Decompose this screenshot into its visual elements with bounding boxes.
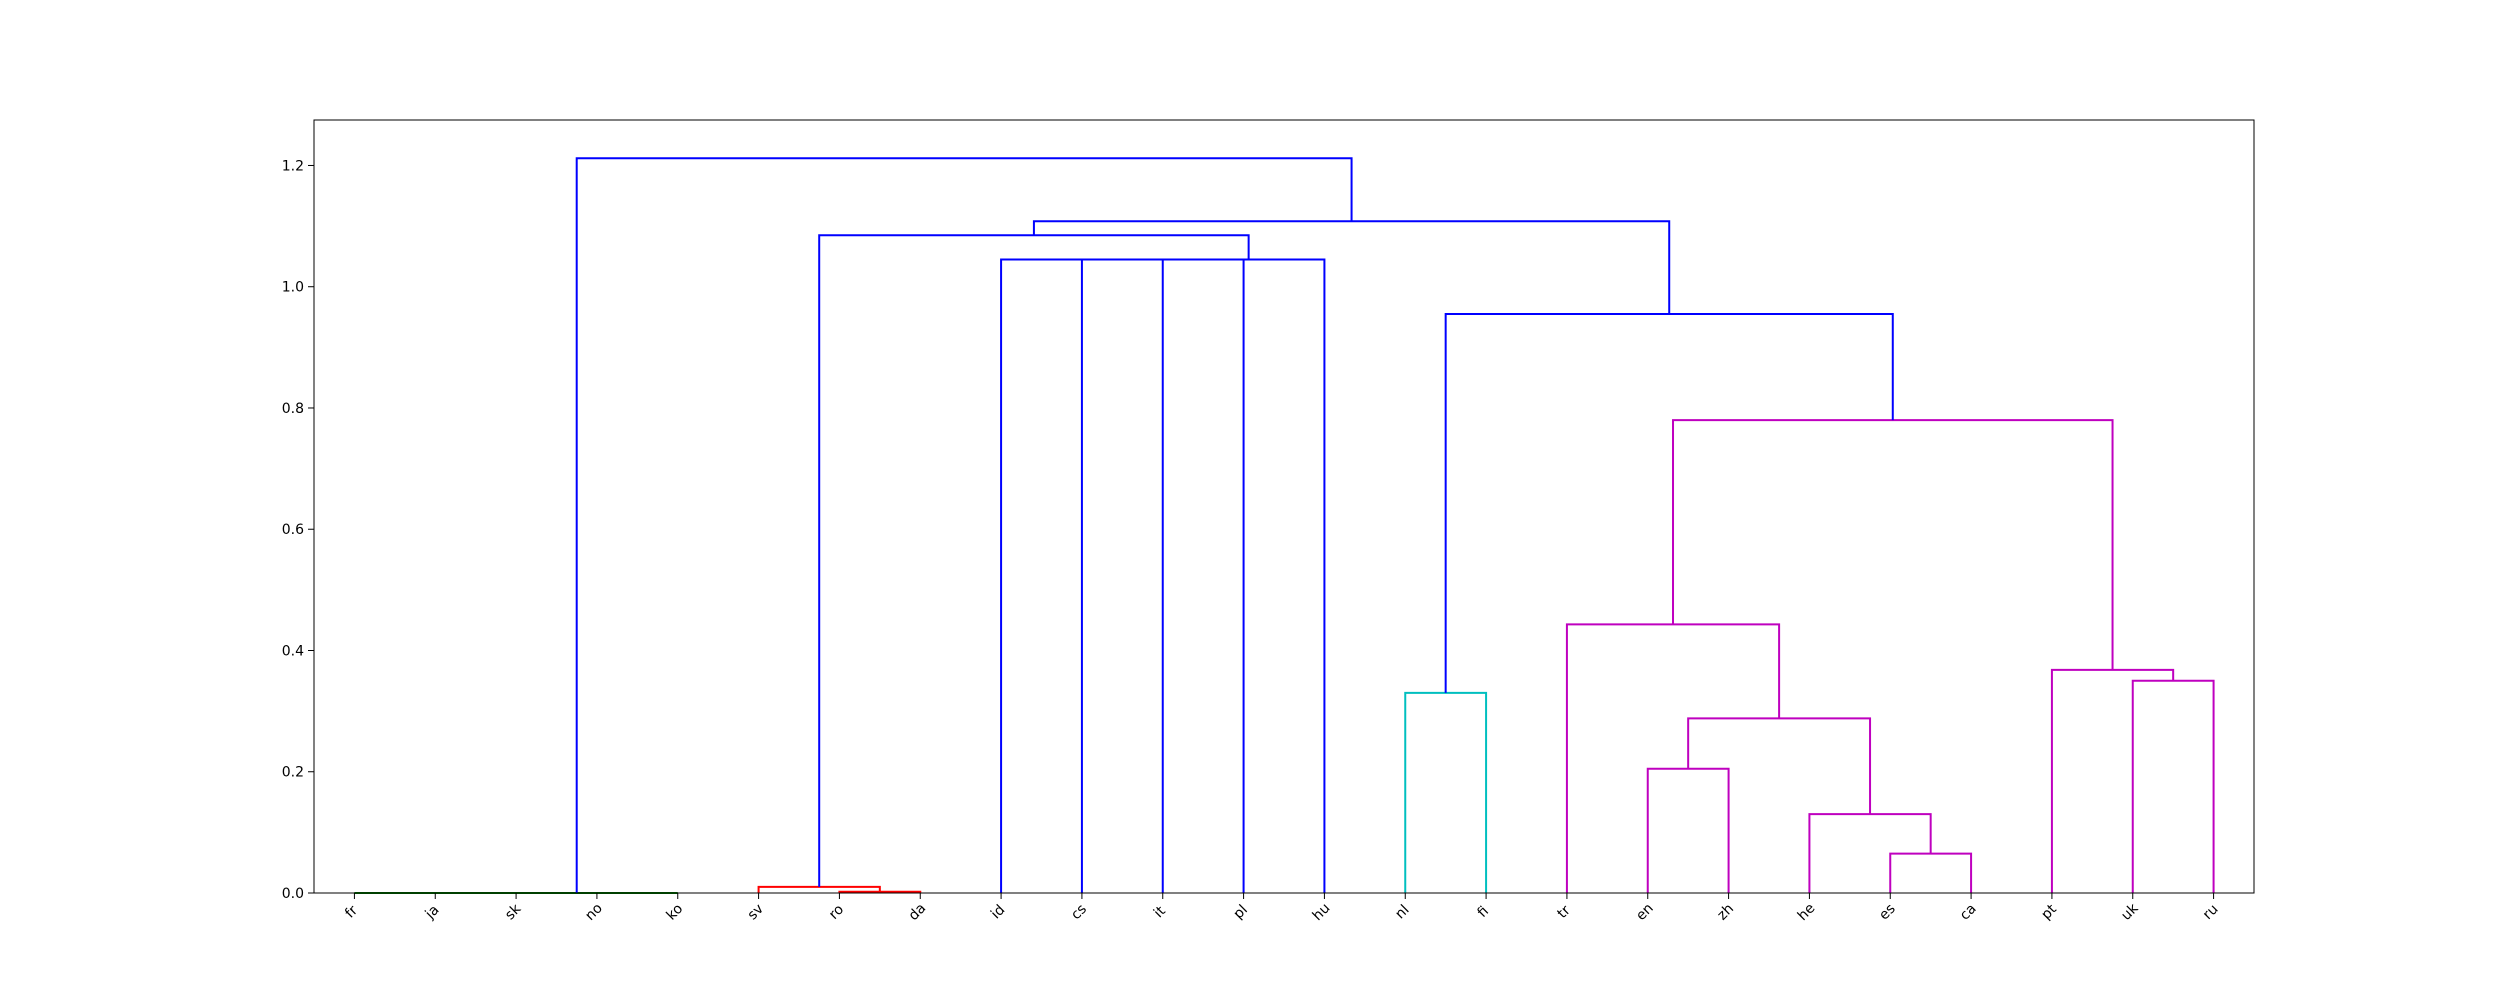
- y-tick-label: 0.2: [282, 765, 304, 781]
- y-tick-label: 0.6: [282, 522, 304, 538]
- x-tick-label-zh: zh: [1714, 901, 1737, 924]
- x-tick-label-he: he: [1795, 900, 1819, 924]
- y-tick-label: 1.2: [282, 158, 304, 174]
- dendrogram-link-fr-ja-sk-no-ko--sv-ro-da-id-cs-it-pl-hu-nl-fi-tr-en-zh-he-es-ca-pt-uk-ru: [575, 157, 1353, 893]
- x-tick-label-ja: ja: [422, 902, 443, 923]
- dendrogram-link-tr-en-zh-he-es-ca--pt-uk-ru: [1672, 419, 2114, 670]
- x-tick-label-sv: sv: [745, 901, 767, 923]
- dendrogram-link-en-zh--he-es-ca: [1687, 717, 1872, 815]
- x-tick-label-en: en: [1633, 900, 1657, 924]
- dendrogram-link-pt--uk-ru: [2050, 668, 2175, 893]
- x-tick-label-pt: pt: [2038, 901, 2060, 923]
- y-axis: 0.0 0.2 0.4 0.6 0.8 1.0 1.2: [282, 158, 314, 902]
- x-tick-label-uk: uk: [2118, 900, 2142, 924]
- x-tick-label-fi: fi: [1474, 903, 1492, 921]
- x-tick-label-ca: ca: [1957, 901, 1980, 924]
- x-tick-label-tr: tr: [1554, 902, 1573, 921]
- dendrogram-link-id-cs--it: [1041, 258, 1164, 893]
- x-tick-label-cs: cs: [1068, 901, 1090, 923]
- x-tick-label-es: es: [1876, 901, 1899, 924]
- dendrogram-link-es--ca: [1889, 852, 1973, 893]
- y-tick-label: 0.0: [282, 886, 304, 902]
- y-tick-label: 0.8: [282, 401, 304, 417]
- x-tick-label-it: it: [1151, 903, 1169, 921]
- dendrogram-link-uk--ru: [2131, 679, 2215, 893]
- x-tick-label-fr: fr: [342, 903, 361, 922]
- dendrogram-link-en--zh: [1646, 767, 1730, 893]
- dendrogram-link-sv-ro-da--id-cs-it-pl-hu: [818, 234, 1250, 887]
- x-tick-label-pl: pl: [1231, 902, 1251, 922]
- y-tick-label: 1.0: [282, 280, 304, 296]
- dendrogram-links: [354, 157, 2215, 894]
- dendrogram-link-nl-fi--tr-en-zh-he-es-ca-pt-uk-ru: [1444, 313, 1894, 693]
- dendrogram-link-id-cs-it-pl--hu: [1172, 258, 1326, 893]
- x-tick-label-ro: ro: [826, 902, 847, 923]
- x-tick-label-ru: ru: [2200, 901, 2222, 923]
- dendrogram-link-id--cs: [1000, 258, 1083, 893]
- dendrogram-link-nl--fi: [1404, 691, 1488, 893]
- x-tick-label-da: da: [906, 900, 930, 924]
- plot-frame: [313, 119, 2255, 894]
- dendrogram-link-tr--en-zh-he-es-ca: [1565, 623, 1781, 893]
- x-tick-label-no: no: [582, 900, 606, 924]
- dendrogram-link-sv-ro-da-id-cs-it-pl-hu--nl-fi-tr-en-zh-he-es-ca-pt-uk-ru: [1032, 220, 1671, 315]
- x-tick-label-nl: nl: [1392, 902, 1412, 922]
- x-tick-label-sk: sk: [502, 900, 525, 923]
- dendrogram-link-id-cs-it--pl: [1102, 258, 1245, 893]
- x-tick-label-ko: ko: [664, 901, 687, 924]
- x-tick-label-id: id: [988, 902, 1008, 922]
- x-tick-label-hu: hu: [1310, 900, 1334, 924]
- x-axis: fr ja sk no ko sv ro da id cs it pl hu nl fi tr en zh he es…: [342, 893, 2222, 924]
- y-tick-label: 0.4: [282, 643, 304, 659]
